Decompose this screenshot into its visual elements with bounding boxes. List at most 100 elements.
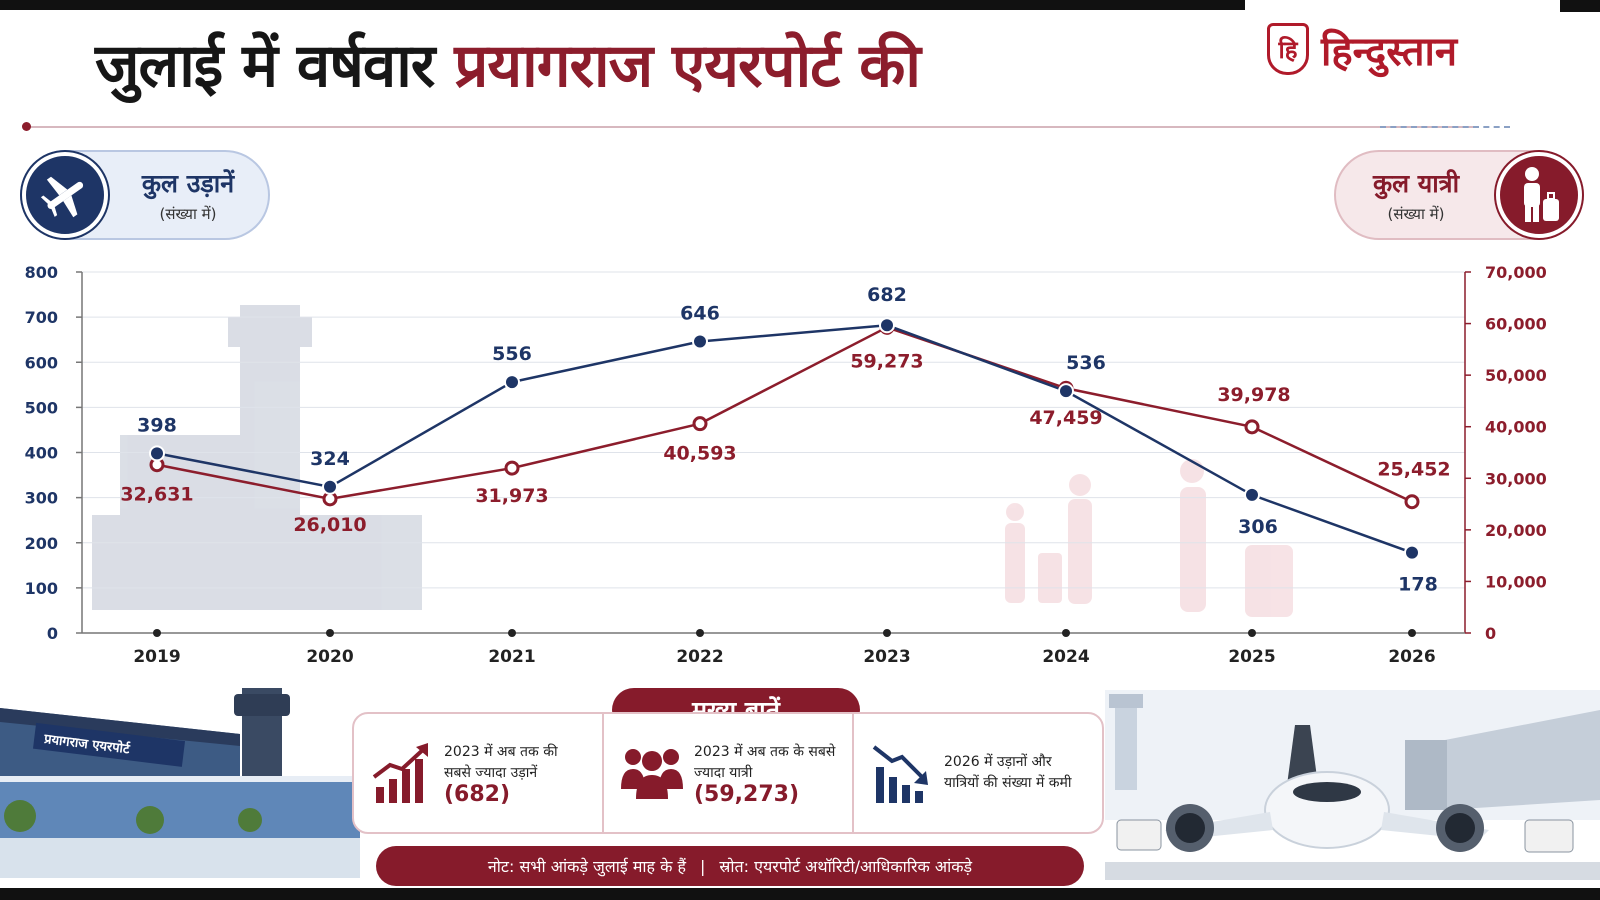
passengers-point bbox=[1404, 494, 1420, 510]
x-tick bbox=[883, 629, 891, 637]
flights-point bbox=[504, 374, 520, 391]
note-text: नोट: सभी आंकड़े जुलाई माह के हैं bbox=[487, 857, 687, 876]
key-point-1-text: 2023 में अब तक की सबसे ज्यादा उड़ानें bbox=[444, 743, 558, 781]
flights-point bbox=[692, 333, 708, 350]
x-tick-label: 2021 bbox=[488, 647, 535, 667]
top-border bbox=[0, 0, 1245, 10]
key-point-2-value: (59,273) bbox=[694, 781, 800, 807]
flights-point bbox=[322, 478, 338, 495]
chart-grid bbox=[82, 271, 1465, 634]
passengers-line bbox=[156, 325, 1413, 503]
chart-series: 32,631 26,010 31,973 40,593 59,273 47,459 39,9… bbox=[120, 284, 1450, 595]
x-tick bbox=[1248, 629, 1256, 637]
x-tick-label: 2024 bbox=[1042, 647, 1089, 667]
flight-path-dash bbox=[1380, 126, 1510, 128]
page-title: जुलाई में वर्षवार प्रयागराज एयरपोर्ट की bbox=[95, 22, 921, 104]
title-underline bbox=[25, 126, 1475, 128]
legend-passengers: कुल यात्री (संख्या में) bbox=[1334, 150, 1584, 240]
people-group-icon bbox=[618, 739, 686, 807]
key-point-2-text: 2023 में अब तक के सबसे ज्यादा यात्री bbox=[694, 743, 836, 781]
y-left-tick-label: 600 bbox=[25, 353, 58, 372]
key-point-3-text: 2026 में उड़ानों और यात्रियों की संख्या … bbox=[944, 754, 1072, 791]
y-left-tick-label: 300 bbox=[25, 489, 58, 508]
y-left-tick-label: 400 bbox=[25, 444, 58, 463]
x-tick-label: 2022 bbox=[676, 647, 723, 667]
key-point-3: 2026 में उड़ानों और यात्रियों की संख्या … bbox=[852, 714, 1102, 832]
falling-bars-icon bbox=[868, 739, 936, 807]
y-left-tick-label: 500 bbox=[25, 398, 58, 417]
flights-data-label: 398 bbox=[137, 414, 177, 436]
chart-axes: 0 100 200 300 400 500 600 700 800 0 10,000 20,000 30… bbox=[25, 263, 1547, 667]
y-right-tick-label: 70,000 bbox=[1485, 263, 1547, 282]
x-tick-label: 2026 bbox=[1388, 647, 1435, 667]
x-tick bbox=[326, 629, 334, 637]
brand-name: हिन्दुस्तान bbox=[1321, 28, 1458, 75]
passengers-data-label: 40,593 bbox=[663, 443, 736, 465]
x-tick bbox=[696, 629, 704, 637]
legend-flights: कुल उड़ानें (संख्या में) bbox=[20, 150, 270, 240]
title-part-2: प्रयागराज एयरपोर्ट की bbox=[454, 31, 921, 101]
passengers-point bbox=[692, 416, 708, 432]
key-point-2: 2023 में अब तक के सबसे ज्यादा यात्री (59… bbox=[602, 714, 852, 832]
y-left-tick-label: 700 bbox=[25, 308, 58, 327]
footer-note: नोट: सभी आंकड़े जुलाई माह के हैं | स्रोत… bbox=[376, 846, 1084, 886]
background-illustration bbox=[92, 305, 422, 610]
flights-point bbox=[149, 445, 165, 462]
y-left-tick-label: 0 bbox=[47, 624, 58, 643]
y-right-tick-label: 30,000 bbox=[1485, 469, 1547, 488]
passengers-point bbox=[1244, 419, 1260, 435]
terminal-illustration: प्रयागराज एयरपोर्ट bbox=[0, 688, 360, 878]
y-right-tick-label: 10,000 bbox=[1485, 572, 1547, 591]
traveler-icon bbox=[1496, 152, 1582, 238]
flights-point bbox=[1058, 383, 1074, 400]
passengers-data-label: 26,010 bbox=[293, 514, 366, 536]
x-tick bbox=[508, 629, 516, 637]
flights-point bbox=[879, 317, 895, 334]
flights-data-label: 536 bbox=[1066, 352, 1106, 374]
flights-data-label: 646 bbox=[680, 302, 720, 324]
legend-flights-label: कुल उड़ानें bbox=[141, 169, 235, 198]
flights-data-label: 306 bbox=[1238, 516, 1278, 538]
x-tick-label: 2025 bbox=[1228, 647, 1275, 667]
passengers-data-label: 31,973 bbox=[475, 485, 548, 507]
note-separator: | bbox=[700, 856, 706, 876]
key-points-panel: 2023 में अब तक की सबसे ज्यादा उड़ानें (6… bbox=[352, 712, 1104, 834]
x-tick-label: 2023 bbox=[863, 647, 910, 667]
x-tick bbox=[1408, 629, 1416, 637]
passengers-data-label: 39,978 bbox=[1217, 384, 1290, 406]
passengers-data-label: 32,631 bbox=[120, 484, 193, 506]
flights-point bbox=[1244, 486, 1260, 503]
y-right-tick-label: 20,000 bbox=[1485, 521, 1547, 540]
y-left-tick-label: 100 bbox=[25, 579, 58, 598]
passengers-data-label: 25,452 bbox=[1377, 459, 1450, 481]
x-tick-label: 2019 bbox=[133, 647, 180, 667]
flights-data-label: 324 bbox=[310, 448, 350, 470]
flights-data-label: 178 bbox=[1398, 574, 1438, 596]
legend-passengers-sub: (संख्या में) bbox=[1387, 205, 1445, 223]
line-chart: 0 100 200 300 400 500 600 700 800 0 10,000 20,000 30… bbox=[25, 263, 1547, 667]
passengers-point bbox=[504, 460, 520, 476]
airplane-icon bbox=[22, 152, 108, 238]
x-tick bbox=[1062, 629, 1070, 637]
legend-flights-sub: (संख्या में) bbox=[159, 205, 217, 223]
passenger-silhouettes bbox=[1005, 459, 1293, 617]
top-border-right bbox=[1560, 0, 1600, 12]
x-tick-label: 2020 bbox=[306, 647, 353, 667]
y-left-tick-label: 200 bbox=[25, 534, 58, 553]
source-text: स्रोत: एयरपोर्ट अथॉरिटी/आधिकारिक आंकड़े bbox=[719, 857, 973, 876]
flights-line bbox=[156, 323, 1413, 554]
flights-point bbox=[1404, 544, 1420, 561]
key-point-1-value: (682) bbox=[444, 781, 511, 807]
underline-dot bbox=[22, 122, 31, 131]
bottom-border bbox=[0, 888, 1600, 900]
passengers-data-label: 59,273 bbox=[850, 350, 923, 372]
title-part-1: जुलाई में वर्षवार bbox=[95, 31, 435, 101]
flights-data-label: 682 bbox=[867, 284, 907, 306]
y-right-tick-label: 50,000 bbox=[1485, 366, 1547, 385]
y-right-tick-label: 40,000 bbox=[1485, 418, 1547, 437]
aircraft-illustration bbox=[1105, 690, 1600, 880]
legend-passengers-label: कुल यात्री bbox=[1372, 169, 1460, 198]
brand-shield-icon: हि bbox=[1267, 23, 1309, 75]
rising-bars-icon bbox=[368, 739, 436, 807]
y-left-tick-label: 800 bbox=[25, 263, 58, 282]
